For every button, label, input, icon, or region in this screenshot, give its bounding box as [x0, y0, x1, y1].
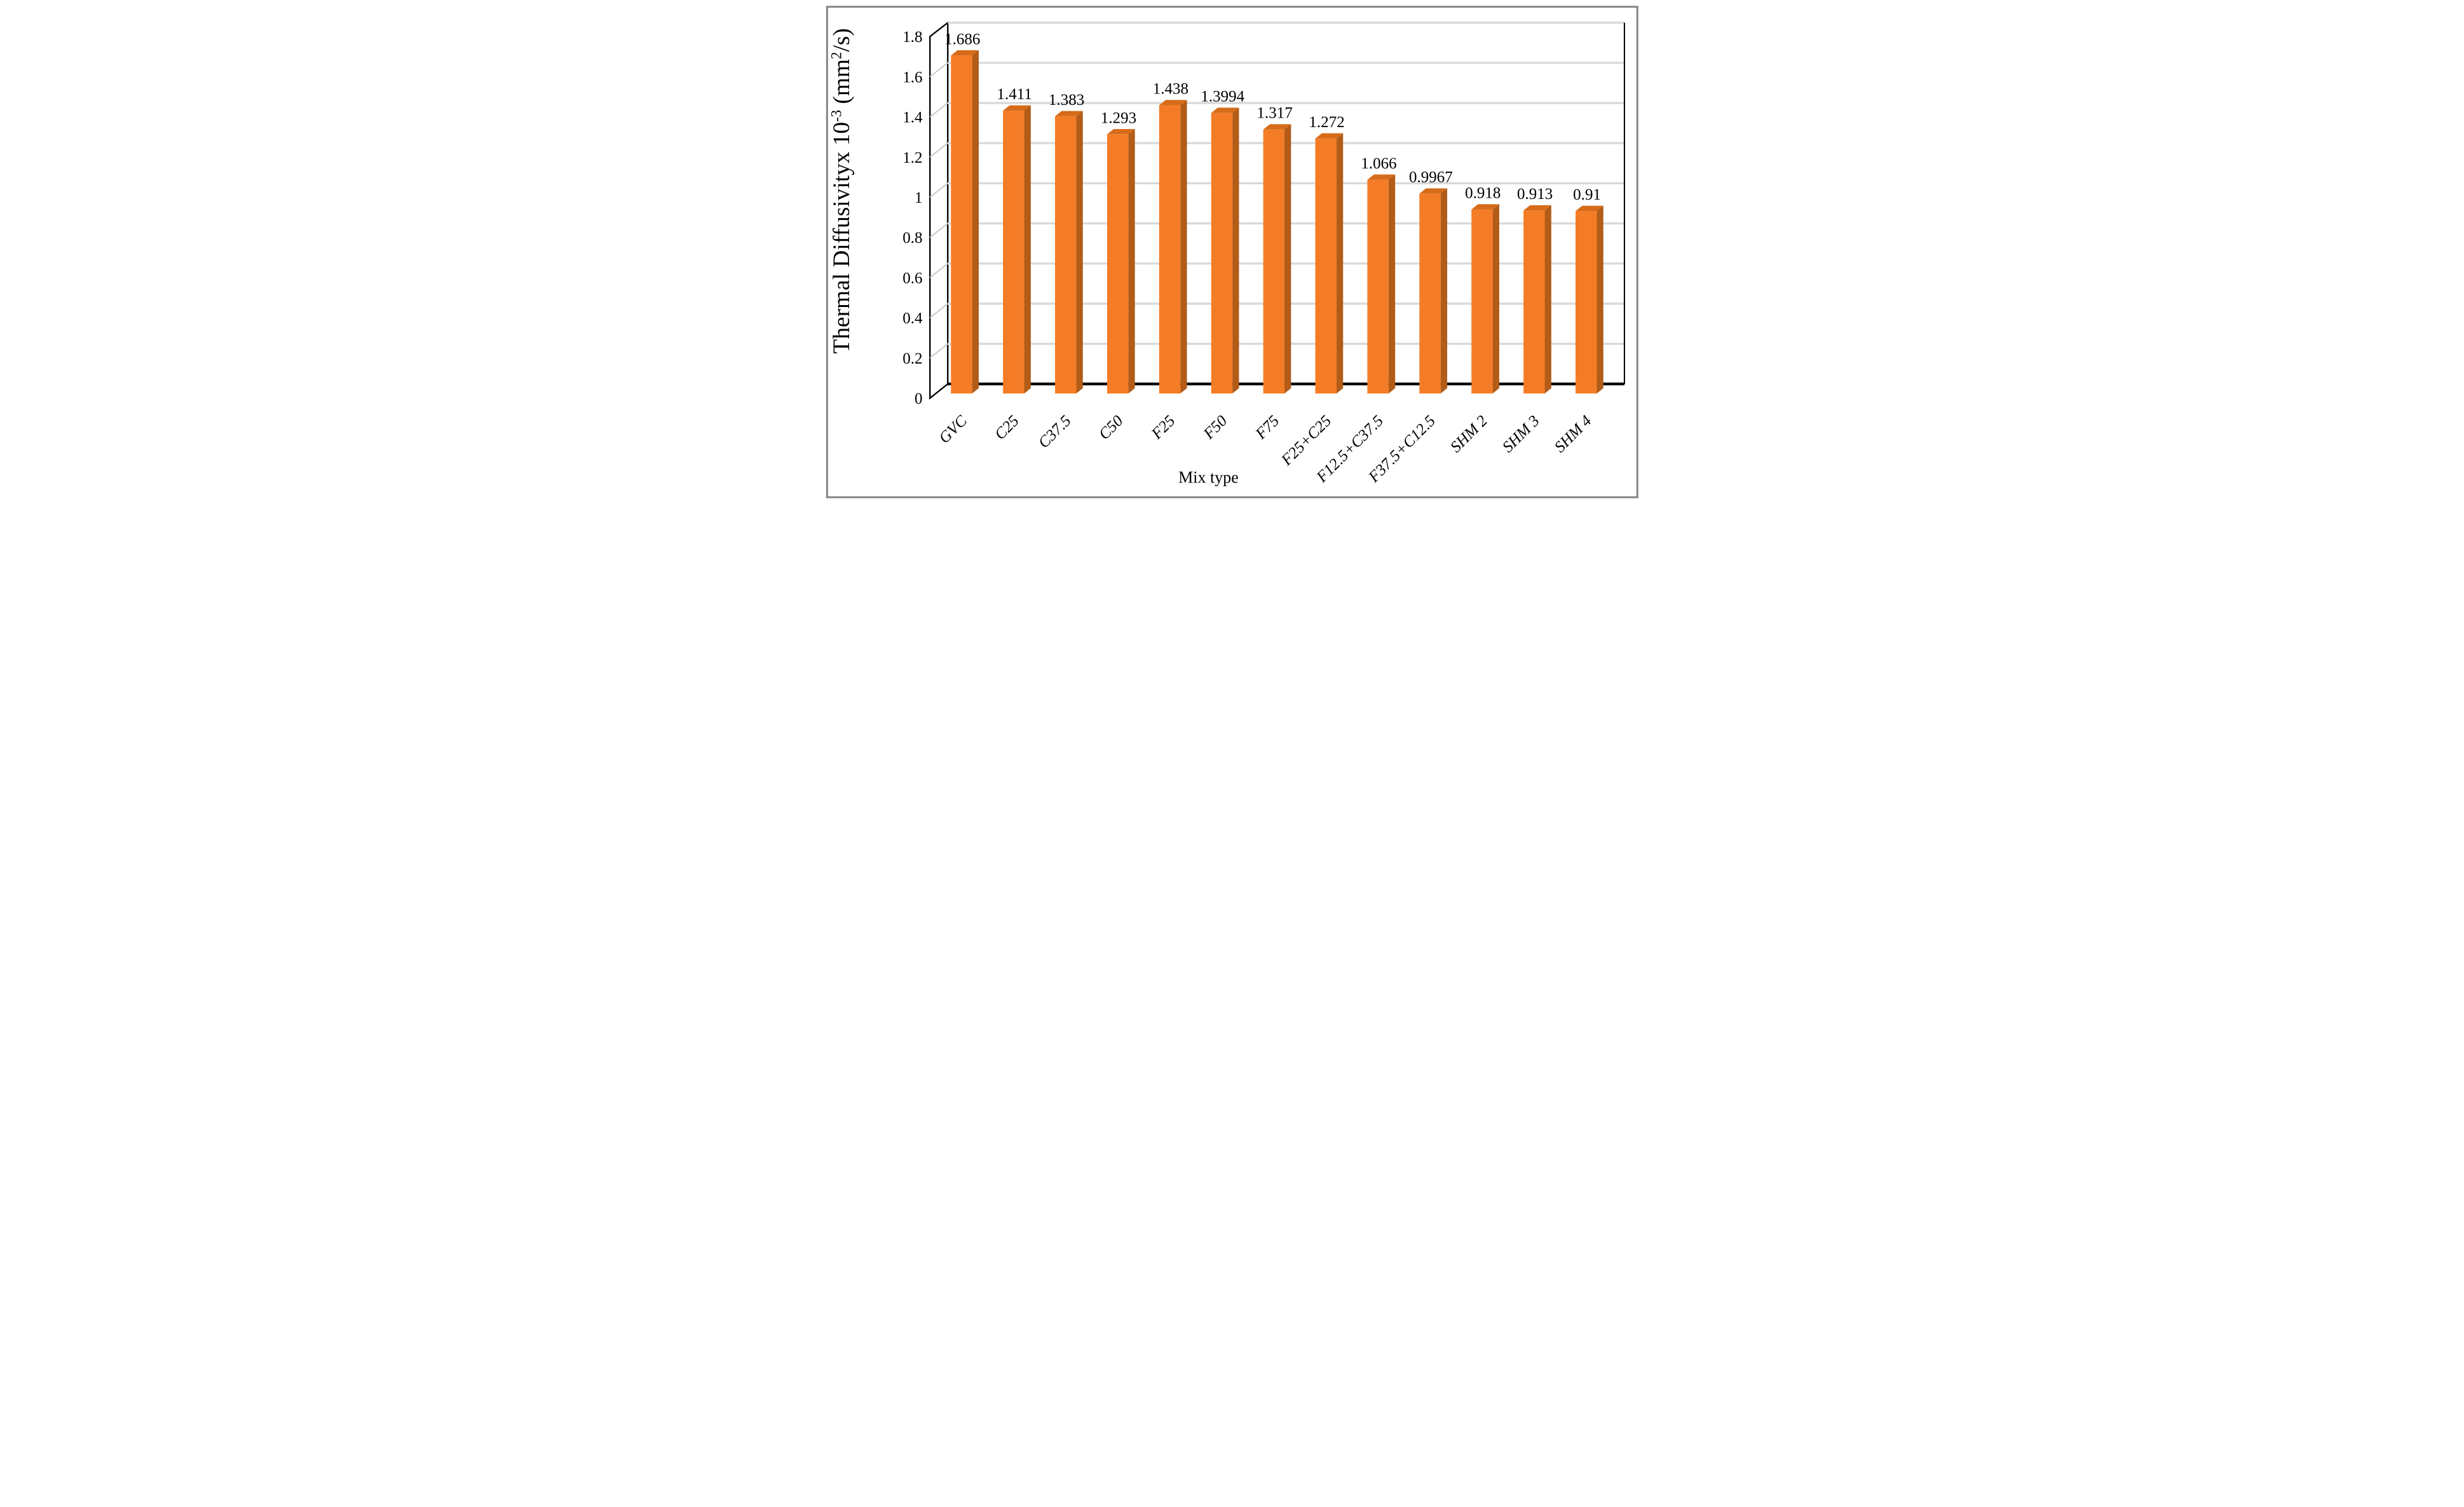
bar-C37.5 — [1054, 111, 1083, 394]
bar-top-face — [1315, 133, 1343, 139]
wall-tick — [929, 102, 948, 118]
bar-F25 — [1159, 100, 1187, 394]
bar-front-face — [1159, 105, 1180, 394]
bar-C50 — [1106, 128, 1135, 394]
bar-top-face — [1366, 174, 1395, 180]
bar-side-face — [1336, 133, 1343, 394]
bar-top-face — [1002, 105, 1031, 111]
value-label: 1.3994 — [1201, 88, 1244, 106]
y-tick-label: 0.2 — [902, 350, 922, 367]
y-tick-label: 0.8 — [902, 229, 922, 247]
y-tick-label: 1.6 — [902, 69, 922, 86]
bar-front-face — [1263, 129, 1284, 394]
bar-side-face — [1180, 100, 1187, 394]
wall-tick — [929, 142, 948, 158]
wall-tick — [929, 222, 948, 238]
y-axis-title-text: (mm — [829, 59, 855, 110]
bar-top-face — [1211, 107, 1239, 113]
y-axis-title: Thermal Diffusivityx 10-3 (mm2/s) — [828, 28, 855, 353]
y-tick-label: 1.2 — [902, 149, 922, 167]
y-axis-title-text: Thermal Diffusivityx 10 — [829, 122, 855, 354]
bar-side-face — [1232, 107, 1239, 394]
value-label: 1.272 — [1309, 114, 1344, 131]
value-label: 1.293 — [1100, 109, 1136, 126]
bar-front-face — [950, 55, 972, 394]
bar-SHM 3 — [1523, 205, 1551, 394]
bar-front-face — [1106, 134, 1128, 394]
wall-tick — [929, 303, 948, 318]
y-axis-title-superscript: 2 — [828, 52, 844, 59]
wall-tick — [929, 343, 948, 359]
wall-tick — [929, 263, 948, 278]
y-tick-label: 0.6 — [902, 269, 922, 287]
bar-front-face — [1523, 210, 1545, 394]
bar-side-face — [972, 50, 979, 394]
bar-top-face — [1106, 128, 1135, 135]
bar-side-face — [1284, 124, 1291, 394]
bar-SHM 2 — [1471, 204, 1499, 394]
bar-side-face — [1492, 204, 1499, 394]
bars-group — [950, 50, 1603, 394]
wall-tick — [929, 182, 948, 198]
y-axis-title-text: /s) — [829, 28, 855, 51]
bar-C25 — [1002, 105, 1031, 394]
bar-top-face — [950, 50, 979, 56]
bar-side-face — [1388, 174, 1395, 394]
x-axis-title: Mix type — [1178, 468, 1239, 487]
bar-side-face — [1024, 105, 1031, 394]
bar-top-face — [1263, 124, 1291, 130]
wall-tick — [929, 62, 948, 78]
y-tick-label: 1 — [915, 189, 923, 207]
bar-F25+C25 — [1315, 133, 1343, 394]
figure-frame — [826, 6, 1638, 498]
bar-front-face — [1575, 211, 1596, 394]
y-tick-label: 1.4 — [902, 109, 923, 126]
value-label: 0.9967 — [1408, 169, 1452, 186]
bar-front-face — [1419, 193, 1441, 394]
bar-F75 — [1263, 124, 1291, 394]
value-label: 1.317 — [1256, 105, 1292, 122]
bar-side-face — [1544, 205, 1551, 394]
value-labels-group: 1.686 1.411 1.383 1.293 1.438 1.3994 1.317 1.27… — [944, 31, 1601, 203]
value-label: 0.91 — [1573, 186, 1601, 203]
bar-front-face — [1054, 116, 1076, 394]
y-tick-label: 1.8 — [902, 29, 922, 46]
bar-top-face — [1471, 204, 1499, 210]
value-label: 1.383 — [1048, 92, 1084, 109]
chart-svg: 0 0.2 0.4 0.6 0.8 1 1.2 1.4 1.6 1.8 1.686 1.411 1.38… — [820, 0, 1644, 503]
value-label: 1.411 — [997, 86, 1031, 103]
bar-side-face — [1440, 188, 1447, 394]
y-axis-title-superscript: -3 — [828, 110, 844, 122]
bar-F50 — [1211, 107, 1239, 394]
value-label: 1.686 — [944, 31, 980, 48]
bar-side-face — [1596, 205, 1603, 394]
y-tick-labels-group: 0 0.2 0.4 0.6 0.8 1 1.2 1.4 1.6 1.8 — [902, 29, 923, 407]
y-tick-label: 0.4 — [902, 310, 923, 327]
bar-side-face — [1127, 128, 1135, 394]
bar-SHM 4 — [1575, 205, 1603, 394]
value-label: 0.918 — [1465, 185, 1501, 202]
bar-front-face — [1366, 179, 1389, 394]
bar-top-face — [1054, 111, 1083, 116]
y-tick-label: 0 — [915, 390, 923, 407]
bar-side-face — [1075, 111, 1083, 394]
bar-F37.5+C12.5 — [1419, 188, 1447, 394]
bar-front-face — [1002, 111, 1024, 394]
bar-top-face — [1575, 205, 1603, 212]
bar-front-face — [1211, 113, 1232, 394]
chart-figure: 0 0.2 0.4 0.6 0.8 1 1.2 1.4 1.6 1.8 1.686 1.411 1.38… — [820, 0, 1644, 503]
bar-front-face — [1471, 209, 1493, 394]
value-label: 1.066 — [1361, 155, 1396, 172]
bar-top-face — [1159, 100, 1187, 106]
value-label: 1.438 — [1152, 81, 1188, 98]
bar-top-face — [1419, 188, 1447, 194]
plot-left-wall — [929, 21, 948, 400]
bar-front-face — [1315, 138, 1337, 394]
bar-GVC — [950, 50, 979, 394]
bar-top-face — [1523, 205, 1551, 211]
bar-F12.5+C37.5 — [1366, 174, 1395, 394]
value-label: 0.913 — [1517, 186, 1553, 203]
